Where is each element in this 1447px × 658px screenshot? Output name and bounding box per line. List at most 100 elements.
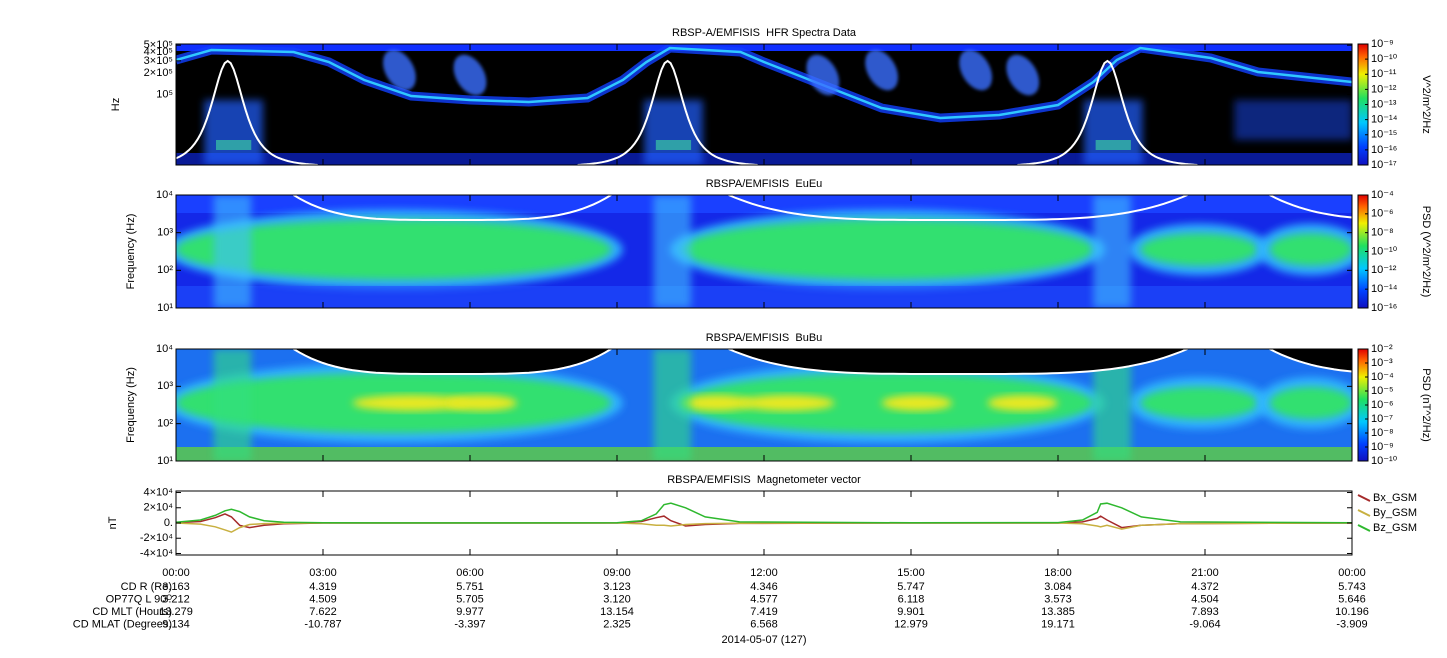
ephemeris-value: 3.212 xyxy=(162,594,190,606)
series-line xyxy=(176,522,1352,533)
x-tick-label: 00:00 xyxy=(162,567,190,579)
y-tick-label: 3×10⁵ xyxy=(144,55,173,67)
colorbar-tick-label: 10⁻¹⁷ xyxy=(1371,159,1397,171)
spectrogram-texture xyxy=(1234,100,1352,140)
ephemeris-value: 3.120 xyxy=(603,594,631,606)
ephemeris-value: 13.154 xyxy=(600,606,634,618)
colorbar-tick-label: 10⁻⁹ xyxy=(1371,441,1394,453)
spectrogram-texture xyxy=(728,195,1188,221)
ephemeris-value: 4.509 xyxy=(309,594,337,606)
spectrogram-texture xyxy=(213,195,252,308)
ephemeris-value: 7.622 xyxy=(309,606,337,618)
spectrogram-texture xyxy=(987,395,1058,411)
spectrogram-texture xyxy=(1017,59,1198,165)
colorbar-tick-label: 10⁻⁴ xyxy=(1371,189,1394,201)
colorbar-tick-label: 10⁻⁶ xyxy=(1371,399,1394,411)
plot-frame xyxy=(175,348,1353,462)
plot-frame xyxy=(175,490,1353,556)
panel-title: RBSPA/EMFISIS Magnetometer vector xyxy=(667,474,861,486)
ephemeris-label: CD R (Re) xyxy=(121,581,172,593)
spectrogram-texture xyxy=(728,349,1188,374)
colorbar-tick-label: 10⁻¹⁰ xyxy=(1371,455,1398,467)
ephemeris-value: 7.419 xyxy=(750,606,778,618)
legend-label: Bx_GSM xyxy=(1373,492,1417,504)
x-tick-label: 03:00 xyxy=(309,567,337,579)
y-tick-label: 10¹ xyxy=(157,302,173,314)
y-tick-label: 2×10⁴ xyxy=(143,502,173,514)
legend-label: By_GSM xyxy=(1373,507,1417,519)
spectrogram-texture xyxy=(577,59,758,165)
spectrogram-texture xyxy=(865,49,899,91)
colorbar-tick-label: 10⁻¹⁰ xyxy=(1371,245,1398,257)
y-tick-label: 10² xyxy=(157,418,173,430)
ephemeris-value: 4.319 xyxy=(309,581,337,593)
colorbar-tick-label: 10⁻¹¹ xyxy=(1371,68,1397,80)
colorbar-label: PSD (nT^2/Hz) xyxy=(1420,368,1432,442)
spectrogram-texture xyxy=(881,395,953,411)
spectrogram-texture xyxy=(293,195,612,221)
ephemeris-value: 5.705 xyxy=(456,594,484,606)
colorbar-tick-label: 10⁻¹² xyxy=(1371,83,1397,95)
ephemeris-value: 13.279 xyxy=(159,606,193,618)
colorbar-tick-label: 10⁻⁸ xyxy=(1371,427,1394,439)
spectrogram-texture xyxy=(806,54,840,96)
colorbar-tick-label: 10⁻⁴ xyxy=(1371,371,1394,383)
spectrogram-texture xyxy=(728,349,1188,375)
ephemeris-value: 9.134 xyxy=(162,619,190,631)
panel-title: RBSPA/EMFISIS BuBu xyxy=(706,332,823,344)
colorbar-tick-label: 10⁻² xyxy=(1371,343,1393,355)
ephemeris-value: 9.901 xyxy=(897,606,925,618)
colorbar-label: V^2/m^2/Hz xyxy=(1420,75,1432,134)
ephemeris-value: 5.751 xyxy=(456,581,484,593)
spectrogram-texture xyxy=(176,46,1352,120)
y-tick-label: 10² xyxy=(157,264,173,276)
ephemeris-value: 7.893 xyxy=(1191,606,1219,618)
spectrogram-texture xyxy=(1006,54,1040,96)
y-tick-label: 10⁵ xyxy=(156,88,173,100)
spectrogram-texture xyxy=(655,140,692,150)
colorbar-tick-label: 10⁻¹⁰ xyxy=(1371,53,1398,65)
legend-swatch xyxy=(1357,509,1371,517)
ephemeris-label: CD MLT (Hours) xyxy=(92,606,172,618)
colorbar-tick-label: 10⁻⁷ xyxy=(1371,413,1393,425)
ephemeris-value: 12.979 xyxy=(894,619,928,631)
spectrogram-texture xyxy=(653,195,692,308)
ephemeris-value: 3.163 xyxy=(162,581,190,593)
spectrogram-texture xyxy=(1140,387,1258,419)
ephemeris-value: 3.123 xyxy=(603,581,631,593)
spectrogram-texture xyxy=(213,349,252,461)
y-tick-label: 5×10⁵ xyxy=(144,39,173,51)
x-tick-label: 21:00 xyxy=(1191,567,1219,579)
ephemeris-value: -3.397 xyxy=(454,619,485,631)
colorbar-tick-label: 10⁻⁵ xyxy=(1371,385,1394,397)
y-tick-label: 10¹ xyxy=(157,455,173,467)
panel-title: RBSPA/EMFISIS EuEu xyxy=(706,178,823,190)
ephemeris-value: 3.084 xyxy=(1044,581,1072,593)
ephemeris-value: 4.577 xyxy=(750,594,778,606)
colorbar-tick-label: 10⁻⁹ xyxy=(1371,38,1394,50)
spectrogram-texture xyxy=(1095,140,1131,150)
ephemeris-value: -9.064 xyxy=(1189,619,1220,631)
spectrogram-texture xyxy=(215,140,252,150)
ephemeris-value: 10.196 xyxy=(1335,606,1369,618)
spectrogram-texture xyxy=(446,395,518,411)
x-tick-label: 12:00 xyxy=(750,567,778,579)
spectrogram-texture xyxy=(681,395,753,411)
x-axis-label: 2014-05-07 (127) xyxy=(721,634,806,646)
y-tick-label: 2×10⁵ xyxy=(144,67,173,79)
colorbar-label: PSD (V^2/m^2/Hz) xyxy=(1420,206,1432,298)
colorbar-tick-label: 10⁻⁶ xyxy=(1371,208,1394,220)
spectrogram-texture xyxy=(382,49,416,91)
spectrogram-texture xyxy=(1269,349,1352,373)
x-tick-label: 15:00 xyxy=(897,567,925,579)
spectrogram-texture xyxy=(1140,233,1258,266)
colorbar-tick-label: 10⁻¹⁶ xyxy=(1371,302,1397,314)
series-line xyxy=(176,502,1352,524)
ephemeris-label: CD MLAT (Degrees) xyxy=(73,619,172,631)
spectrogram-texture xyxy=(959,49,993,91)
panel-title: RBSP-A/EMFISIS HFR Spectra Data xyxy=(672,27,857,39)
series-line xyxy=(176,513,1352,529)
ephemeris-value: 9.977 xyxy=(456,606,484,618)
